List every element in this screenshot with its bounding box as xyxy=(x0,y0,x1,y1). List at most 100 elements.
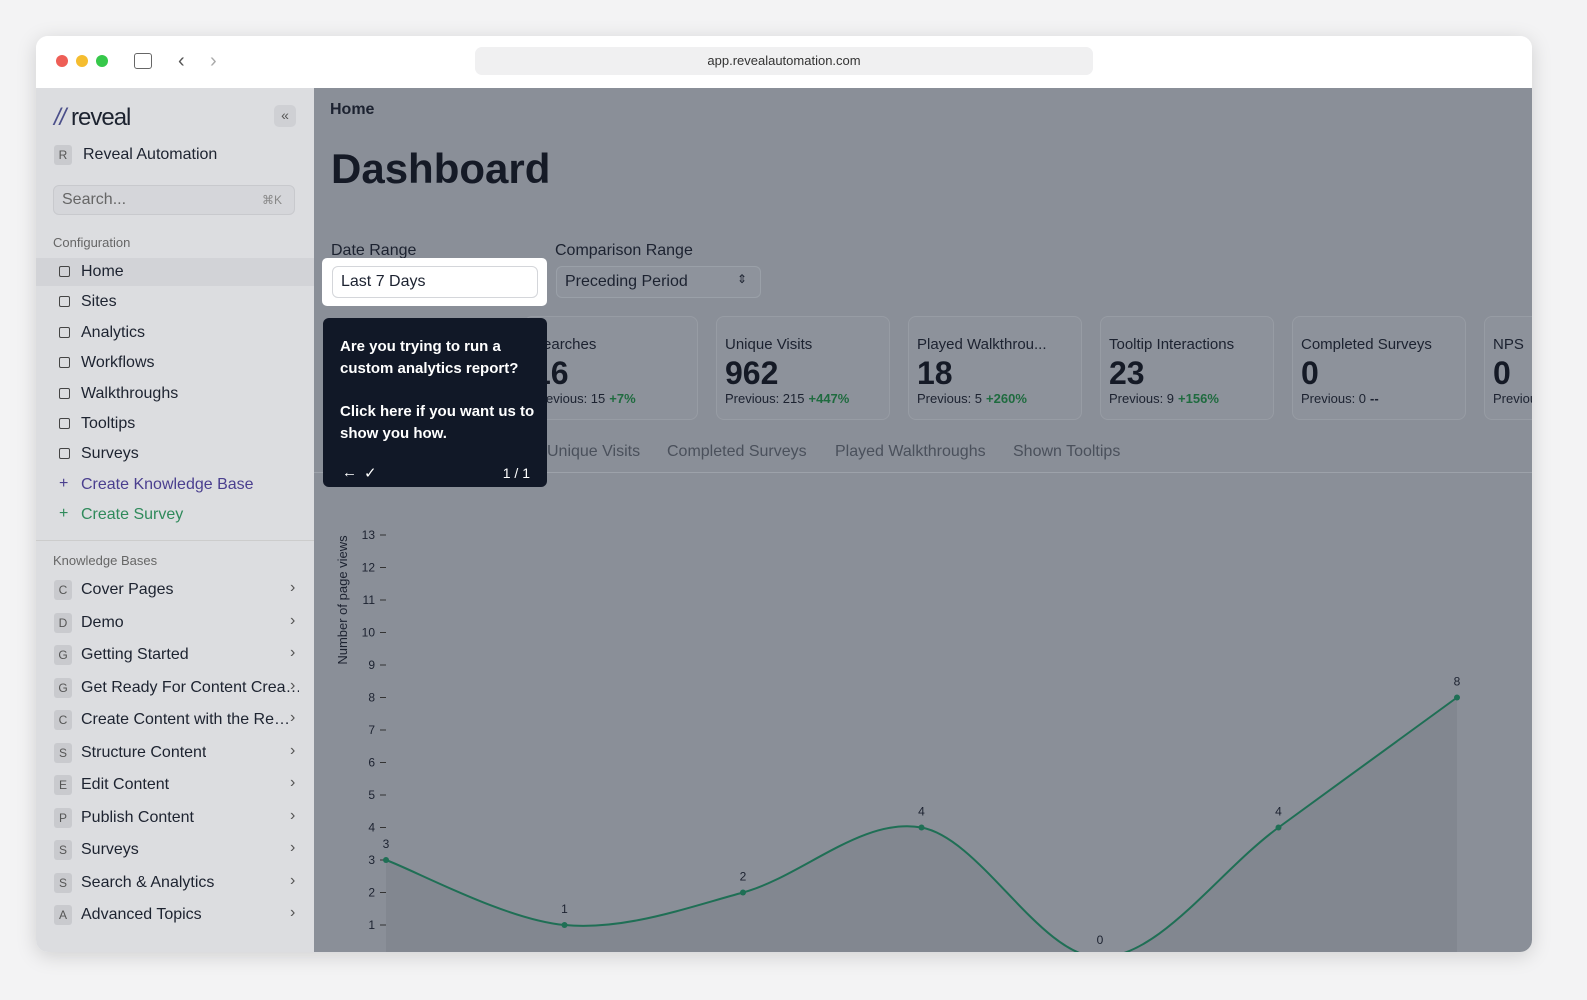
nav-icon xyxy=(59,326,70,338)
stat-card[interactable]: Searches 16 Previous: 15 +7% xyxy=(524,316,698,420)
collapse[interactable]: « xyxy=(274,105,296,127)
page-title: Dashboard xyxy=(331,145,551,192)
point-label: 8 xyxy=(1454,675,1461,689)
kb-badge: E xyxy=(54,775,72,795)
sidebar xyxy=(36,88,315,952)
tooltip-prev[interactable]: ← xyxy=(342,464,357,481)
kb-item[interactable]: Edit Content xyxy=(81,776,170,793)
point-label: 0 xyxy=(1097,933,1104,947)
tab[interactable]: Shown Tooltips xyxy=(1013,443,1121,460)
tab[interactable]: Completed Surveys xyxy=(667,443,807,460)
stat-card[interactable]: Completed Surveys 0 Previous: 0 -- xyxy=(1292,316,1466,420)
comparison-select[interactable] xyxy=(556,266,761,298)
date-range-label: Date Range xyxy=(331,242,417,259)
action-icon: + xyxy=(59,505,69,523)
stat-change: +156% xyxy=(1178,391,1219,406)
kb-chevron: › xyxy=(290,644,296,661)
zoom[interactable] xyxy=(96,55,108,67)
kb-item[interactable]: Publish Content xyxy=(81,808,194,826)
stat-previous-row: Previous: 0 -- xyxy=(1301,391,1379,406)
nav-item[interactable]: Home xyxy=(81,263,124,280)
stat-value: 962 xyxy=(725,355,779,391)
point-label: 4 xyxy=(1275,805,1282,819)
kb-item[interactable]: Cover Pages xyxy=(81,581,174,598)
shortcut: ⌘K xyxy=(262,193,283,207)
y-tick-label: 6 xyxy=(368,756,375,770)
stat-label: Tooltip Interactions xyxy=(1109,336,1235,353)
comparison-label: Comparison Range xyxy=(555,242,693,259)
nav-icon xyxy=(59,266,70,277)
kb-item[interactable]: Search & Analytics xyxy=(81,873,215,891)
breadcrumb[interactable]: Home xyxy=(330,101,375,118)
stat-previous: Previous: 15 xyxy=(533,391,606,406)
section-heading: Configuration xyxy=(53,235,131,250)
point xyxy=(1275,824,1282,831)
kb-chevron: › xyxy=(290,611,296,629)
stat-previous: Previous: 5 xyxy=(917,391,983,406)
y-tick-label: 13 xyxy=(362,528,376,542)
kb-chevron: › xyxy=(290,741,296,759)
stat-value: 18 xyxy=(917,355,953,391)
search[interactable] xyxy=(53,185,295,215)
kb-chevron: › xyxy=(290,709,296,726)
nav-item[interactable]: Workflows xyxy=(81,354,155,372)
area xyxy=(386,697,1457,952)
kb-item[interactable]: Create Content with the Re… xyxy=(81,711,290,728)
stat-change: +260% xyxy=(986,391,1027,406)
nav-item[interactable]: Analytics xyxy=(81,323,146,341)
action[interactable]: Create Survey xyxy=(81,506,184,524)
close[interactable] xyxy=(56,55,68,67)
point-label: 2 xyxy=(740,870,747,884)
nav-item[interactable]: Sites xyxy=(81,293,117,311)
sidebar-toggle[interactable] xyxy=(134,53,152,69)
chevron: ⇕ xyxy=(737,272,748,286)
tooltip-step: 1 / 1 xyxy=(502,465,530,481)
kb-item[interactable]: Advanced Topics xyxy=(81,906,202,923)
point xyxy=(1454,694,1460,701)
stat-previous: Previous: 9 xyxy=(1109,391,1175,406)
stat-previous-row: Previous: 15 +7% xyxy=(533,391,636,406)
date-input[interactable] xyxy=(332,266,538,298)
kb-chevron: › xyxy=(290,839,296,856)
nav-item[interactable]: Surveys xyxy=(81,445,139,463)
main xyxy=(314,88,1532,952)
minimize[interactable] xyxy=(76,55,88,67)
stat-previous: Previous: 0 xyxy=(1301,391,1367,406)
search-placeholder: Search... xyxy=(62,191,127,208)
kb-item[interactable]: Demo xyxy=(81,613,124,631)
tab[interactable]: Unique Visits xyxy=(547,443,641,460)
tooltip-done[interactable]: ✓ xyxy=(364,465,377,482)
stat-value: 23 xyxy=(1109,355,1145,391)
kb-badge: D xyxy=(54,612,72,633)
point-label: 1 xyxy=(561,902,568,916)
tooltip[interactable] xyxy=(323,318,547,487)
forward[interactable]: › xyxy=(210,50,217,72)
nav-item[interactable]: Walkthroughs xyxy=(81,384,179,402)
stat-previous-row: Previous: 5 +260% xyxy=(917,391,1027,406)
workspace[interactable]: Reveal Automation xyxy=(83,146,218,163)
stat-card[interactable]: Played Walkthrou... 18 Previous: 5 +260% xyxy=(908,316,1082,420)
kb-item[interactable]: Get Ready For Content Crea… xyxy=(81,678,299,696)
nav-icon xyxy=(59,296,70,308)
kb-item[interactable]: Structure Content xyxy=(81,743,207,761)
action[interactable]: Create Knowledge Base xyxy=(81,476,254,493)
stat-card[interactable]: Tooltip Interactions 23 Previous: 9 +156% xyxy=(1100,316,1274,420)
stat-card[interactable]: Unique Visits 962 Previous: 215 +447% xyxy=(716,316,890,420)
back[interactable]: ‹ xyxy=(178,50,185,72)
kb-badge: P xyxy=(54,807,72,828)
nav-item[interactable]: Tooltips xyxy=(81,415,136,432)
date-value: Last 7 Days xyxy=(341,273,426,290)
kb-chevron: › xyxy=(290,806,296,824)
nav-icon xyxy=(59,448,70,460)
stat-label: Unique Visits xyxy=(725,336,813,353)
kb-item[interactable]: Getting Started xyxy=(81,646,189,663)
kb-badge: S xyxy=(54,742,72,763)
kb-item[interactable]: Surveys xyxy=(81,841,139,858)
tab[interactable]: Played Walkthroughs xyxy=(835,443,986,460)
tooltip-prompt[interactable]: Click here if you want us to show you ho… xyxy=(340,403,535,442)
nav-icon xyxy=(59,357,70,369)
address-bar[interactable] xyxy=(475,47,1093,75)
brand-name: reveal xyxy=(71,104,131,131)
